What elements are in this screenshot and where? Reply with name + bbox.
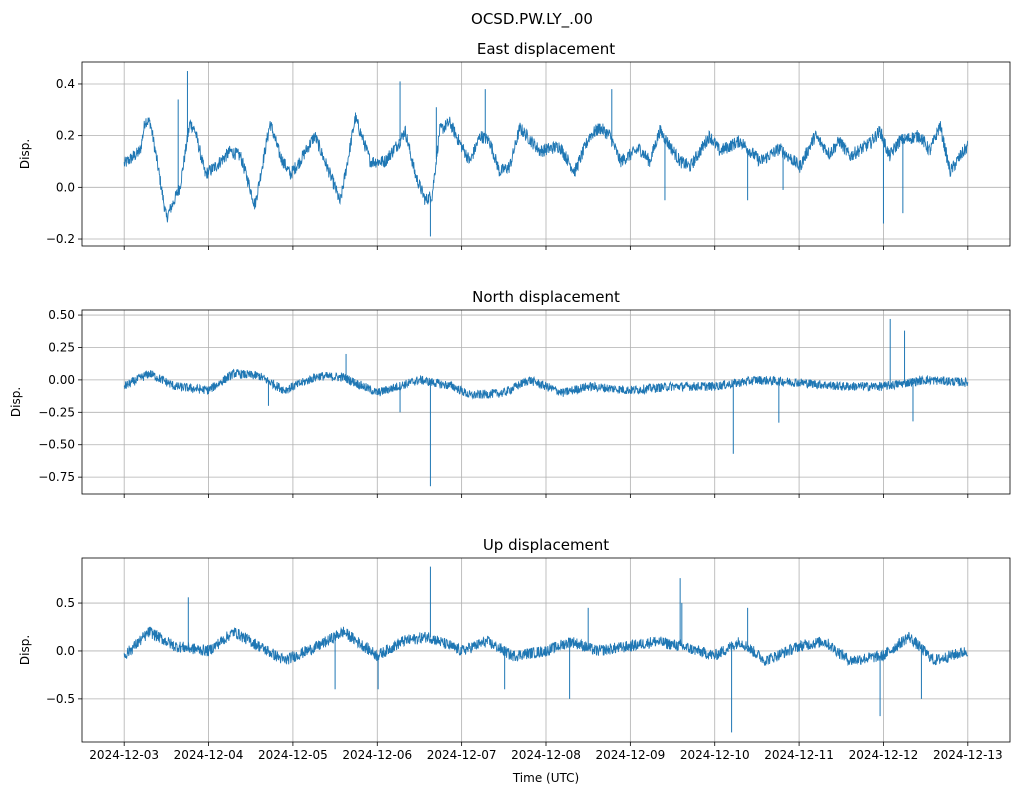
figure-title: OCSD.PW.LY_.00: [471, 10, 593, 29]
y-tick-label: 0.0: [56, 644, 75, 658]
x-tick-label: 2024-12-10: [680, 748, 750, 762]
x-tick-label: 2024-12-11: [764, 748, 834, 762]
series-line: [123, 368, 969, 400]
y-tick-label: 0.50: [48, 308, 75, 322]
x-tick-label: 2024-12-05: [258, 748, 328, 762]
y-tick-label: 0.0: [56, 180, 75, 194]
panel-title: Up displacement: [483, 536, 609, 554]
x-tick-label: 2024-12-07: [427, 748, 497, 762]
y-tick-label: −0.5: [46, 692, 75, 706]
x-tick-label: 2024-12-09: [595, 748, 665, 762]
panel-0: −0.2 0.0 0.2 0.4 East displacement Disp.: [18, 40, 1011, 250]
x-tick-label: 2024-12-08: [511, 748, 581, 762]
y-tick-label: 0.25: [48, 340, 75, 354]
y-tick-label: −0.75: [38, 470, 75, 484]
x-tick-label: 2024-12-13: [933, 748, 1003, 762]
series-line: [123, 112, 969, 223]
y-tick-label: −0.2: [46, 232, 75, 246]
panel-title: East displacement: [477, 40, 615, 58]
panel-2: 2024-12-03 2024-12-04 2024-12-05 2024-12-06…: [18, 536, 1011, 762]
y-tick-label: 0.5: [56, 596, 75, 610]
y-tick-label: −0.50: [38, 438, 75, 452]
x-tick-label: 2024-12-12: [849, 748, 919, 762]
axes-frame: [81, 557, 1011, 743]
axes-frame: [81, 61, 1011, 247]
y-tick-label: 0.00: [48, 373, 75, 387]
x-tick-label: 2024-12-04: [174, 748, 244, 762]
x-tick-label: 2024-12-06: [342, 748, 412, 762]
panel-title: North displacement: [472, 288, 620, 306]
y-tick-label: 0.2: [56, 129, 75, 143]
x-tick-label: 2024-12-03: [89, 748, 159, 762]
series-line: [123, 626, 968, 667]
y-tick-label: 0.4: [56, 77, 75, 91]
axes-frame: [81, 309, 1011, 495]
panel-1: −0.75 −0.50 −0.25 0.00 0.25 0.50 North displac…: [9, 288, 1011, 498]
y-axis-label: Disp.: [18, 635, 32, 665]
y-axis-label: Disp.: [18, 139, 32, 169]
y-axis-label: Disp.: [9, 387, 23, 417]
y-tick-label: −0.25: [38, 405, 75, 419]
x-axis-label: Time (UTC): [512, 771, 579, 785]
